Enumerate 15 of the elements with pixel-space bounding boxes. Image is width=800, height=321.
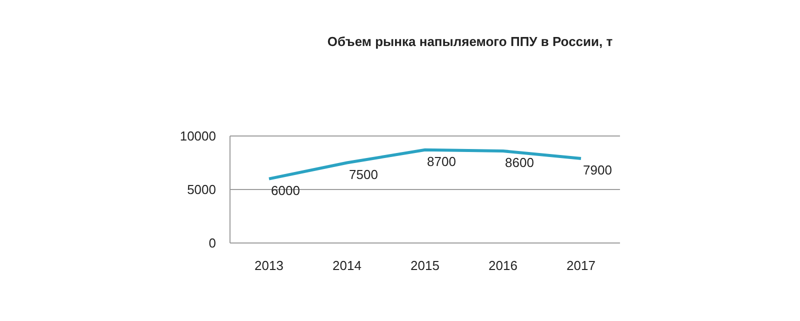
x-tick-label: 2014 [332, 258, 362, 274]
data-label: 8700 [427, 154, 456, 169]
data-label: 7500 [349, 166, 378, 182]
chart-title: Объем рынка напыляемого ППУ в России, т [326, 34, 614, 49]
x-tick-label: 2017 [566, 258, 596, 274]
y-tick-label: 10000 [180, 128, 216, 144]
data-label: 7900 [583, 162, 612, 178]
y-tick-label: 0 [208, 236, 216, 251]
x-tick-label: 2015 [410, 258, 440, 274]
x-tick-label: 2016 [488, 258, 518, 274]
data-label: 6000 [271, 182, 300, 198]
y-tick-label: 5000 [187, 182, 216, 198]
x-tick-label: 2013 [254, 258, 284, 274]
data-label: 8600 [505, 154, 534, 170]
line-series [268, 148, 582, 180]
